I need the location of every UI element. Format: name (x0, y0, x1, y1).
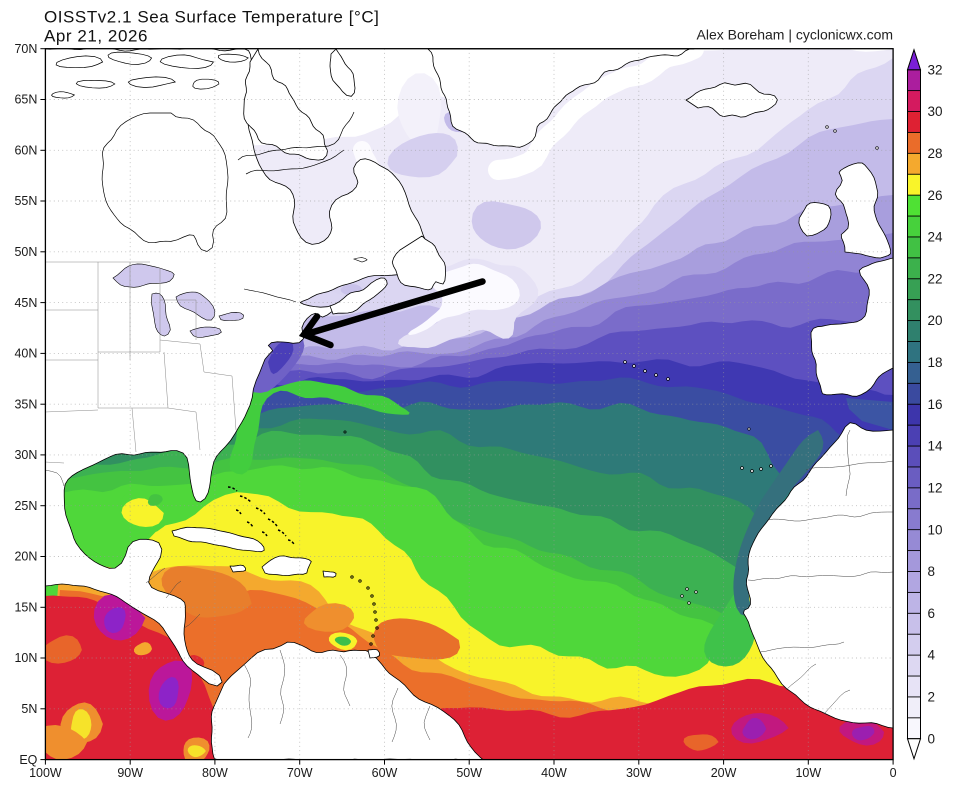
svg-text:26: 26 (928, 188, 943, 203)
svg-text:4: 4 (928, 648, 936, 663)
svg-text:18: 18 (928, 355, 943, 370)
svg-text:EQ: EQ (19, 753, 37, 767)
svg-text:100W: 100W (29, 766, 62, 780)
svg-text:15N: 15N (14, 601, 37, 615)
svg-text:60N: 60N (14, 144, 37, 158)
svg-text:28: 28 (928, 146, 943, 161)
svg-text:20W: 20W (711, 766, 737, 780)
svg-text:70N: 70N (14, 42, 37, 56)
svg-text:60W: 60W (372, 766, 398, 780)
svg-text:55N: 55N (14, 194, 37, 208)
svg-text:0: 0 (890, 766, 897, 780)
svg-text:0: 0 (928, 731, 936, 746)
svg-text:25N: 25N (14, 499, 37, 513)
svg-text:30: 30 (928, 104, 943, 119)
svg-text:32: 32 (928, 62, 943, 77)
svg-text:50W: 50W (456, 766, 482, 780)
svg-text:10W: 10W (795, 766, 821, 780)
svg-text:20: 20 (928, 313, 943, 328)
svg-text:Apr 21, 2026: Apr 21, 2026 (44, 27, 148, 46)
svg-text:70W: 70W (287, 766, 313, 780)
svg-text:40N: 40N (14, 347, 37, 361)
svg-text:50N: 50N (14, 245, 37, 259)
svg-text:6: 6 (928, 606, 936, 621)
svg-text:10: 10 (928, 522, 943, 537)
svg-text:45N: 45N (14, 296, 37, 310)
svg-text:40W: 40W (541, 766, 567, 780)
svg-text:14: 14 (928, 439, 944, 454)
svg-text:90W: 90W (117, 766, 143, 780)
svg-text:20N: 20N (14, 550, 37, 564)
svg-text:10N: 10N (14, 651, 37, 665)
svg-text:22: 22 (928, 271, 943, 286)
svg-text:Alex Boreham | cyclonicwx.com: Alex Boreham | cyclonicwx.com (697, 27, 894, 43)
svg-text:80W: 80W (202, 766, 228, 780)
svg-text:5N: 5N (21, 702, 37, 716)
svg-text:30W: 30W (626, 766, 652, 780)
svg-text:35N: 35N (14, 397, 37, 411)
svg-text:16: 16 (928, 397, 943, 412)
svg-text:2: 2 (928, 690, 936, 705)
svg-text:30N: 30N (14, 448, 37, 462)
svg-text:65N: 65N (14, 93, 37, 107)
svg-text:8: 8 (928, 564, 936, 579)
svg-text:24: 24 (928, 230, 944, 245)
svg-text:12: 12 (928, 480, 943, 495)
svg-text:OISSTv2.1 Sea Surface Temperat: OISSTv2.1 Sea Surface Temperature [°C] (44, 8, 379, 27)
